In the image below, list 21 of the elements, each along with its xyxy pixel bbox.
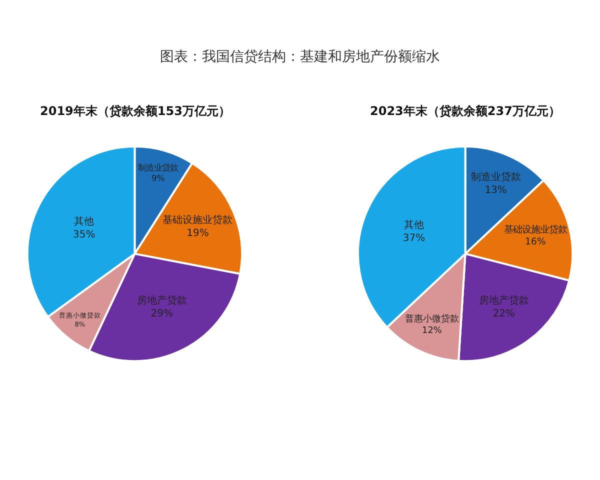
slice-label: 房地产贷款	[136, 294, 187, 307]
chart-title: 2023年末（贷款余额237万亿元）	[370, 104, 560, 118]
data-label: 22%	[492, 308, 515, 320]
slice-label: 房地产贷款	[478, 294, 529, 306]
slice-label: 制造业贷款	[470, 170, 521, 183]
text: 图表：我国信贷结构：基建和房地产份额缩水	[160, 49, 440, 65]
data-label: 16%	[525, 236, 546, 248]
slice-label: 制造业贷款	[138, 162, 178, 172]
data-label: 19%	[186, 228, 209, 240]
slice-label: 其他	[74, 216, 94, 228]
slice-label: 普惠小微贷款	[404, 314, 459, 325]
slice-label: 其他	[404, 219, 424, 232]
data-label: 12%	[422, 326, 442, 336]
chart-title: 2019年末（贷款余额153万亿元）	[40, 104, 230, 118]
slice-label: 基础设施业贷款	[162, 214, 233, 226]
data-label: 9%	[151, 173, 165, 184]
data-label: 35%	[73, 230, 96, 241]
slice-label: 基础设施业贷款	[504, 224, 567, 236]
data-label: 29%	[150, 308, 174, 320]
data-label: 13%	[484, 184, 507, 196]
data-label: 37%	[402, 233, 426, 244]
